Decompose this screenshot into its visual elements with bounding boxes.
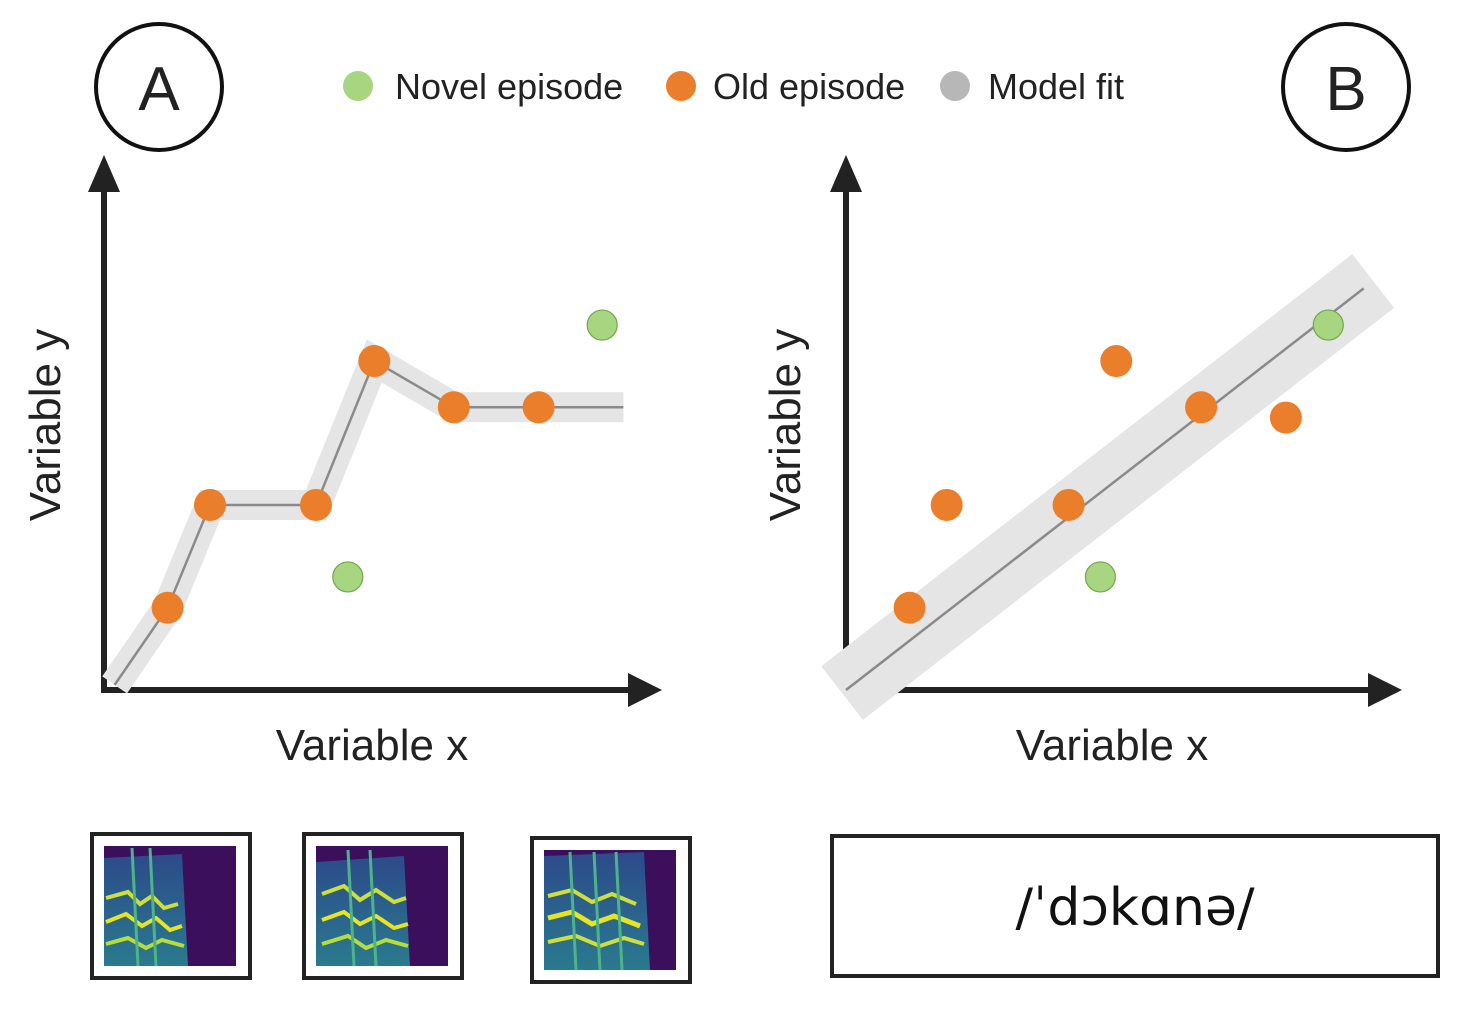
panel-b-y-label: Variable y: [761, 329, 810, 521]
legend-old-label: Old episode: [713, 66, 905, 107]
legend-old-swatch: [666, 71, 696, 101]
panel-a-y-label: Variable y: [21, 329, 70, 521]
panel-b-x-label: Variable x: [1016, 721, 1208, 770]
panel-a-novel-episode-1: [332, 561, 364, 593]
legend-novel-label: Novel episode: [395, 66, 623, 107]
panel-b-old-episodes: [893, 345, 1302, 624]
panel-b-x-arrowhead: [1368, 673, 1402, 707]
panel-a-old-episode-6: [522, 391, 555, 424]
panel-a: A Variable x Variable y: [21, 22, 692, 984]
panel-b-model-fit-line: [845, 287, 1365, 691]
panel-a-old-episode-2: [194, 488, 226, 521]
panel-b-novel-episodes: [1084, 309, 1344, 593]
transcription-text: /ˈdɔkɑnə/: [1016, 878, 1255, 938]
panel-b-old-episode-5: [1185, 391, 1218, 424]
panel-b-novel-episode-1: [1084, 561, 1117, 593]
panel-b: B Variable x Variable y /ˈdɔkɑnə/: [761, 22, 1440, 978]
panel-a-badge: [94, 22, 224, 152]
spectrogram-2-icon: [302, 832, 464, 980]
panel-b-badge: [1281, 22, 1411, 152]
panel-b-old-episode-6: [1269, 401, 1302, 434]
panel-b-old-episode-4: [1100, 345, 1133, 378]
legend-novel-swatch: [343, 71, 373, 101]
panel-b-old-episode-2: [930, 488, 963, 521]
panel-a-novel-episodes: [332, 309, 618, 593]
panel-a-letter: A: [138, 55, 180, 124]
panel-a-old-episode-4: [358, 345, 391, 378]
panel-a-y-arrowhead: [88, 155, 120, 192]
panel-b-axes: [830, 155, 1402, 707]
panel-a-old-episodes: [151, 345, 555, 624]
spectrogram-1-icon: [90, 832, 252, 980]
panel-a-old-episode-5: [437, 391, 470, 424]
panel-a-axes: [88, 155, 662, 707]
legend: Novel episode Old episode Model fit: [343, 66, 1124, 107]
panel-a-x-label: Variable x: [276, 721, 468, 770]
panel-b-y-arrowhead: [830, 155, 862, 192]
panel-a-old-episode-1: [151, 591, 184, 624]
panel-a-novel-episode-2: [586, 309, 618, 341]
panel-b-novel-episode-2: [1312, 309, 1344, 341]
legend-model-fit-swatch: [940, 71, 970, 101]
transcription-box: [830, 834, 1440, 978]
panel-a-x-arrowhead: [628, 673, 662, 707]
panel-b-old-episode-1: [893, 591, 926, 624]
spectrogram-3-icon: [530, 836, 692, 984]
legend-model-fit-label: Model fit: [988, 66, 1124, 107]
spectrogram-thumbnails: [90, 832, 692, 984]
panel-b-old-episode-3: [1052, 488, 1085, 521]
panel-b-letter: B: [1325, 55, 1366, 124]
panel-a-old-episode-3: [300, 488, 332, 521]
